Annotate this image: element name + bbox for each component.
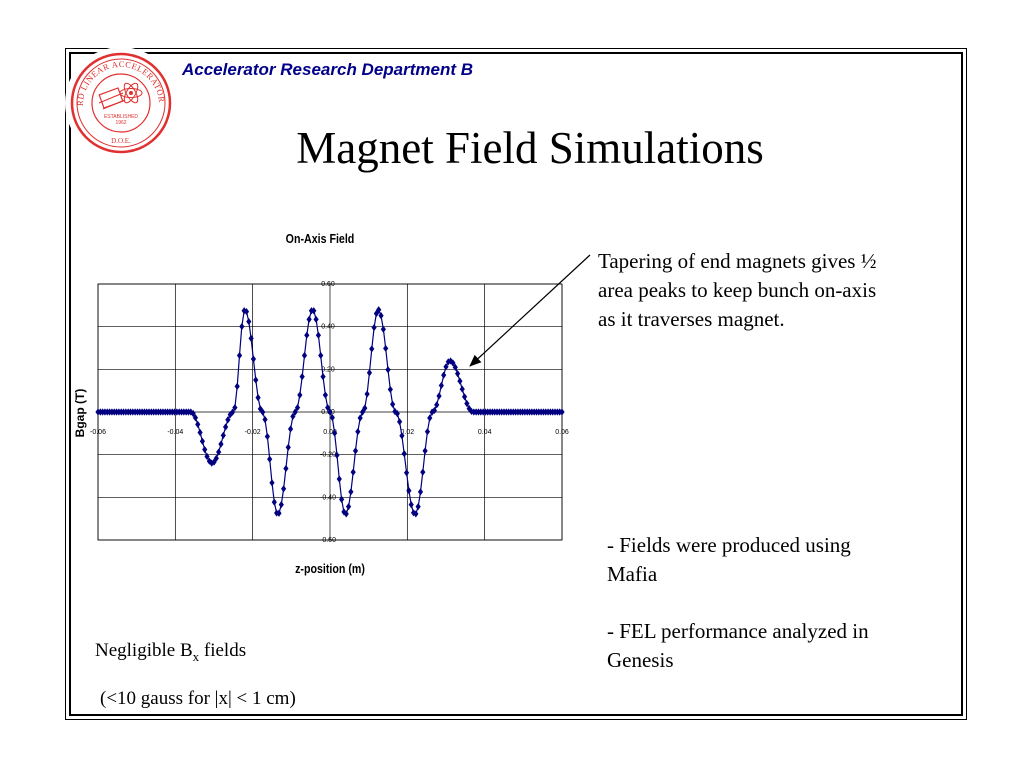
- data-point-marker: [406, 487, 412, 495]
- on-axis-field-chart: 0.600.400.200.00-0.20-0.40-0.60 -0.06-0.…: [73, 231, 569, 576]
- data-point-marker: [413, 510, 419, 518]
- data-point-marker: [431, 406, 437, 415]
- data-point-marker: [401, 450, 407, 458]
- data-point-marker: [192, 414, 199, 422]
- data-point-marker: [459, 385, 465, 393]
- data-point-marker: [378, 311, 384, 320]
- y-tick-label: -0.60: [320, 537, 336, 544]
- data-point-marker: [408, 501, 414, 509]
- negligible-subscript: x: [192, 648, 200, 664]
- data-point-marker: [336, 475, 342, 483]
- data-point-marker: [394, 410, 400, 418]
- y-axis-label: Bgap (T): [73, 389, 87, 438]
- data-point-marker: [410, 509, 417, 517]
- y-tick-label: -0.40: [320, 494, 336, 501]
- data-point-marker: [392, 407, 398, 416]
- y-tick-label: -0.20: [320, 452, 336, 459]
- department-name: Accelerator Research Department B: [182, 60, 478, 80]
- data-point-marker: [345, 503, 352, 511]
- data-point-marker: [559, 408, 565, 416]
- bullet-mafia: - Fields were produced using Mafia: [607, 533, 851, 586]
- data-point-marker: [455, 370, 461, 378]
- data-point-marker: [348, 488, 354, 496]
- data-point-marker: [292, 408, 298, 416]
- data-point-marker: [385, 366, 391, 374]
- data-point-marker: [290, 412, 296, 421]
- x-tick-label: 0.02: [401, 429, 415, 436]
- chart-title: On-Axis Field: [286, 231, 355, 246]
- x-tick-label: 0.00: [323, 429, 337, 436]
- data-point-marker: [269, 479, 275, 487]
- y-tick-label: 0.20: [321, 366, 335, 373]
- data-point-marker: [376, 306, 382, 314]
- data-point-marker: [332, 429, 338, 437]
- data-point-marker: [417, 488, 424, 496]
- x-tick-label: -0.04: [167, 429, 183, 436]
- data-point-marker: [334, 451, 340, 459]
- data-point-marker: [271, 498, 277, 506]
- data-point-marker: [424, 428, 431, 436]
- data-point-marker: [450, 359, 456, 367]
- logo-doe: D.O.E.: [111, 137, 131, 145]
- x-tick-label: 0.04: [478, 429, 492, 436]
- data-point-marker: [276, 509, 282, 517]
- slide-frame-outer: [65, 48, 967, 720]
- data-point-marker: [209, 459, 215, 467]
- data-point-marker: [229, 408, 236, 416]
- y-tick-label: 0.40: [321, 324, 335, 331]
- data-point-marker: [352, 447, 359, 455]
- bullet-genesis: - FEL performance analyzed in Genesis: [607, 619, 869, 672]
- data-point-marker: [415, 503, 421, 511]
- data-point-marker: [311, 307, 317, 315]
- tapering-annotation: Tapering of end magnets gives ½ area pea…: [598, 249, 877, 331]
- negligible-prefix: Negligible B: [95, 640, 193, 661]
- data-point-marker: [457, 377, 463, 385]
- data-point-marker: [327, 408, 333, 416]
- data-point-marker: [287, 425, 294, 433]
- slac-seal-icon: STANFORD LINEAR ACCELERATOR CENTER ESTAB…: [62, 39, 172, 154]
- data-point-marker: [253, 376, 259, 384]
- data-point-marker: [325, 403, 331, 412]
- data-point-marker: [422, 447, 428, 455]
- slide-frame-inner: [69, 52, 963, 716]
- data-point-marker: [202, 445, 208, 454]
- negligible-suffix: fields: [199, 640, 247, 661]
- x-tick-label: -0.06: [90, 429, 106, 436]
- data-point-marker: [380, 325, 386, 333]
- data-point-marker: [373, 309, 379, 318]
- data-point-marker: [387, 385, 393, 394]
- logo-established: ESTABLISHED: [104, 114, 138, 120]
- data-point-marker: [355, 428, 361, 436]
- data-point-marker: [339, 495, 345, 504]
- data-point-marker: [216, 448, 222, 456]
- data-point-marker: [397, 418, 403, 426]
- slide-title: Magnet Field Simulations: [296, 123, 764, 173]
- x-tick-label: -0.02: [245, 429, 261, 436]
- data-point-marker: [434, 401, 440, 409]
- data-point-marker: [369, 345, 375, 353]
- data-point-marker: [204, 452, 210, 461]
- data-point-marker: [211, 458, 217, 466]
- data-point-marker: [343, 510, 349, 518]
- negligible-bx-note: Negligible Bx fields: [95, 640, 246, 665]
- data-point-marker: [436, 392, 442, 400]
- x-tick-label: 0.06: [555, 429, 569, 436]
- logo-year: 1962: [115, 120, 126, 126]
- data-point-marker: [357, 414, 363, 422]
- slac-logo: STANFORD LINEAR ACCELERATOR CENTER ESTAB…: [62, 39, 177, 159]
- x-axis-label: z-position (m): [295, 561, 365, 576]
- x-tick-labels: -0.06 -0.04 -0.02 0.00 0.02 0.04 0.06: [90, 429, 569, 436]
- negligible-detail: (<10 gauss for |x| < 1 cm): [100, 688, 296, 709]
- y-tick-label: 0.60: [321, 281, 335, 288]
- data-point-marker: [278, 501, 284, 509]
- data-point-marker: [197, 428, 203, 437]
- data-point-marker: [452, 363, 458, 371]
